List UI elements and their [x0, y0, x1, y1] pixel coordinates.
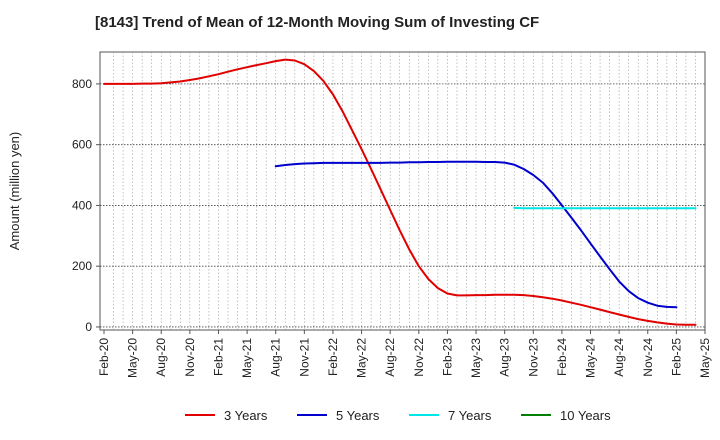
y-tick-label: 600	[72, 138, 92, 152]
x-tick-label: Feb-22	[326, 338, 340, 376]
x-tick-label: May-25	[698, 338, 712, 378]
x-tick-label: Nov-23	[526, 338, 540, 377]
y-tick-label: 200	[72, 259, 92, 273]
x-tick-label: Aug-23	[498, 338, 512, 377]
x-tick-label: Feb-23	[440, 338, 454, 376]
legend-label: 10 Years	[560, 408, 611, 423]
series-line-3-years	[103, 58, 697, 326]
legend-label: 7 Years	[448, 408, 492, 423]
x-tick-label: Aug-21	[269, 338, 283, 377]
x-tick-label: Aug-22	[383, 338, 397, 377]
y-axis-title: Amount (million yen)	[7, 132, 22, 251]
y-tick-label: 800	[72, 77, 92, 91]
x-tick-label: May-24	[584, 338, 598, 378]
x-tick-label: May-21	[240, 338, 254, 378]
y-tick-labels: 0 200 400 600 800	[72, 77, 100, 334]
x-tick-label: Aug-20	[154, 338, 168, 377]
x-tick-label: Nov-21	[297, 338, 311, 377]
plot-area	[99, 51, 706, 331]
x-tick-label: May-23	[469, 338, 483, 378]
x-tick-label: Nov-24	[641, 338, 655, 377]
legend-label: 3 Years	[224, 408, 268, 423]
series-line-5-years	[274, 160, 678, 309]
x-tick-label: May-20	[126, 338, 140, 378]
y-tick-label: 0	[85, 320, 92, 334]
x-tick-label: Nov-22	[412, 338, 426, 377]
x-tick-label: Feb-24	[555, 338, 569, 376]
x-tick-label: May-22	[355, 338, 369, 378]
legend-label: 5 Years	[336, 408, 380, 423]
x-tick-label: Aug-24	[612, 338, 626, 377]
chart-title: [8143] Trend of Mean of 12-Month Moving …	[95, 14, 540, 31]
legend: 3 Years 5 Years 7 Years 10 Years	[185, 408, 611, 423]
x-tick-label: Feb-21	[211, 338, 225, 376]
x-tick-label: Feb-25	[669, 338, 683, 376]
grid	[100, 52, 705, 330]
series-lines	[103, 58, 697, 326]
x-tick-label: Feb-20	[97, 338, 111, 376]
y-tick-label: 400	[72, 198, 92, 212]
x-tick-label: Nov-20	[183, 338, 197, 377]
x-tick-labels: Feb-20 May-20 Aug-20 Nov-20 Feb-21 May-21 Aug-…	[97, 330, 712, 378]
